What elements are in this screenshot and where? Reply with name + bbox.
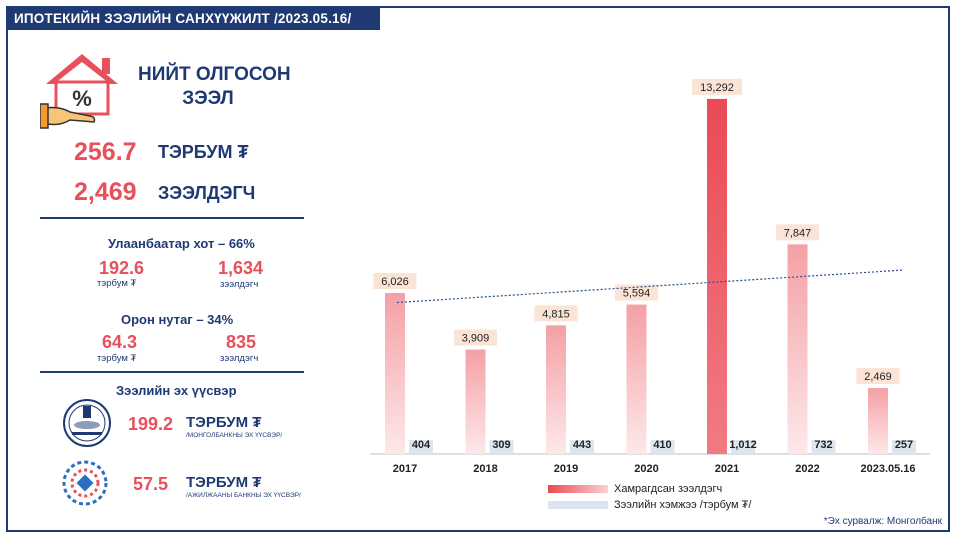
x-tick-label: 2020 [634, 463, 658, 475]
countryside-borrowers-value: 835 [226, 332, 257, 352]
borrowers-label-box [373, 273, 417, 290]
borrowers-bar [707, 98, 727, 455]
amount-data-label: 410 [653, 439, 671, 451]
x-tick-label: 2018 [473, 463, 497, 475]
amount-bar [731, 440, 755, 454]
source-mongolbank-unit: ТЭРБУМ ₮ [186, 414, 262, 431]
borrowers-data-label: 6,026 [381, 276, 409, 288]
trend-line [396, 269, 905, 304]
total-amount-unit: ТЭРБУМ ₮ [158, 142, 249, 162]
amount-bar [570, 440, 594, 454]
borrowers-bar [868, 388, 888, 454]
page-frame [6, 6, 950, 532]
total-title-line2: ЗЭЭЛ [182, 88, 234, 109]
borrowers-bar [626, 304, 647, 454]
borrowers-label-box [776, 224, 819, 241]
countryside-heading: Орон нутаг – 34% [121, 312, 234, 327]
x-tick-label: 2023.05.16 [860, 463, 915, 475]
borrowers-label-box [856, 368, 900, 385]
amount-data-label: 1,012 [729, 439, 757, 451]
total-borrowers-value: 2,469 [74, 178, 137, 206]
countryside-amount-caption: тэрбум ₮ [97, 353, 137, 364]
amount-bar [811, 440, 836, 454]
ulaanbaatar-amount-caption: тэрбум ₮ [97, 278, 137, 289]
ulaanbaatar-heading: Улаанбаатар хот – 66% [108, 236, 255, 251]
countryside-borrowers-caption: зээлдэгч [220, 353, 259, 364]
source-mongolbank-note: /МОНГОЛБАНКНЫ ЭХ ҮҮСВЭР/ [186, 432, 283, 439]
borrowers-label-box [454, 329, 497, 346]
source-mongolbank-value: 199.2 [128, 414, 174, 434]
borrowers-bar [385, 293, 405, 454]
borrowers-bar [787, 244, 808, 454]
borrowers-data-label: 7,847 [784, 227, 812, 239]
amount-bar [650, 440, 675, 454]
header-title: ИПОТЕКИЙН ЗЭЭЛИЙН САНХҮҮЖИЛТ /2023.05.16… [14, 11, 352, 26]
x-tick-label: 2021 [715, 463, 739, 475]
amount-data-label: 257 [895, 439, 913, 451]
amount-data-label: 443 [573, 439, 591, 451]
borrowers-data-label: 13,292 [700, 82, 734, 94]
borrowers-label-box [615, 284, 658, 301]
header-bar [8, 8, 380, 30]
bar-chart: 6,026 404 2017 3,909 309 2018 4,815 443 2019 5,59… [370, 78, 930, 475]
countryside-amount-value: 64.3 [102, 332, 138, 352]
svg-text:%: % [72, 86, 92, 111]
sources-heading: Зээлийн эх үүсвэр [116, 383, 237, 398]
commercial-bank-logo-icon [62, 460, 108, 506]
borrowers-bar [546, 325, 566, 454]
source-commercial-value: 57.5 [133, 474, 169, 494]
borrowers-data-label: 4,815 [542, 308, 570, 320]
borrowers-data-label: 2,469 [864, 371, 892, 383]
borrowers-data-label: 5,594 [623, 288, 651, 300]
legend-swatch-borrowers [548, 485, 608, 493]
x-tick-label: 2019 [554, 463, 578, 475]
ulaanbaatar-amount-value: 192.6 [99, 258, 145, 278]
source-commercial-unit: ТЭРБУМ ₮ [186, 474, 262, 491]
amount-data-label: 309 [492, 439, 510, 451]
borrowers-data-label: 3,909 [462, 333, 490, 345]
source-note: *Эх сурвалж: Монголбанк [823, 516, 942, 527]
house-loan-icon: % [40, 54, 118, 129]
divider-1 [40, 217, 304, 219]
amount-bar [892, 440, 916, 454]
borrowers-label-box [534, 305, 578, 322]
borrowers-label-box [692, 78, 742, 95]
legend-label-amount: Зээлийн хэмжээ /тэрбум ₮/ [614, 499, 752, 511]
mongolbank-logo-icon [63, 399, 111, 447]
amount-data-label: 732 [814, 439, 832, 451]
divider-2 [40, 371, 304, 373]
borrowers-bar [465, 349, 486, 454]
legend-item-amount: Зээлийн хэмжээ /тэрбум ₮/ [548, 499, 751, 511]
amount-bar [409, 440, 433, 454]
total-borrowers-unit: ЗЭЭЛДЭГЧ [158, 183, 256, 203]
total-title-line1: НИЙТ ОЛГОСОН [138, 64, 291, 85]
total-amount-value: 256.7 [74, 138, 137, 166]
amount-bar [489, 440, 514, 454]
x-tick-label: 2017 [393, 463, 417, 475]
legend-label-borrowers: Хамрагдсан зээлдэгч [614, 483, 723, 495]
amount-data-label: 404 [412, 439, 431, 451]
source-commercial-note: /АЖИЛЖААНЫ БАНКНЫ ЭХ ҮҮСВЭР/ [186, 492, 301, 499]
legend-item-borrowers: Хамрагдсан зээлдэгч [548, 483, 722, 495]
x-tick-label: 2022 [795, 463, 819, 475]
legend-swatch-amount [548, 501, 608, 509]
ulaanbaatar-borrowers-caption: зээлдэгч [220, 279, 259, 290]
ulaanbaatar-borrowers-value: 1,634 [218, 258, 264, 278]
